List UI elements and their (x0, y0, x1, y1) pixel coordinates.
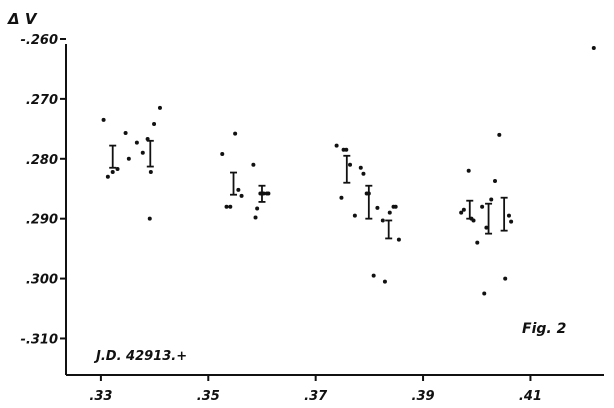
error-bar (385, 219, 393, 240)
data-point (140, 150, 145, 155)
error-bar (343, 154, 351, 184)
data-point (255, 206, 260, 211)
y-tick-label: .280 (26, 153, 58, 168)
tick-labels: -.260 .270 .280 .290 .300 -.310 .33 .35 .37 .39 .4… (21, 33, 542, 404)
data-point (371, 273, 376, 278)
data-point (105, 174, 110, 179)
y-tick-label: .300 (26, 273, 58, 288)
error-bars (109, 139, 508, 240)
data-point (126, 156, 131, 161)
data-point (134, 140, 139, 145)
data-point (145, 137, 150, 142)
data-point (471, 218, 476, 223)
jd-annotation: J.D. 42913.+ (93, 349, 187, 364)
data-point (253, 215, 258, 220)
data-point (475, 240, 480, 245)
y-tick-label: .290 (26, 213, 58, 228)
data-point (239, 193, 244, 198)
data-point (157, 105, 162, 110)
data-point (591, 45, 596, 50)
data-point (506, 213, 511, 218)
data-point (251, 162, 256, 167)
data-point (258, 191, 263, 196)
data-point (382, 279, 387, 284)
data-point (393, 204, 398, 209)
data-point (228, 204, 233, 209)
data-point (220, 151, 225, 156)
figure-label: Fig. 2 (522, 321, 566, 337)
data-point (366, 191, 371, 196)
x-tick-label: .39 (412, 389, 435, 404)
data-point (489, 197, 494, 202)
x-tick-label: .41 (519, 389, 542, 404)
data-point (339, 195, 344, 200)
data-point (233, 131, 238, 136)
data-point (123, 131, 128, 136)
y-axis-title: Δ V (7, 10, 38, 28)
data-point (148, 169, 153, 174)
data-point (480, 204, 485, 209)
data-point (497, 132, 502, 137)
data-point (493, 178, 498, 183)
data-point (224, 204, 229, 209)
data-point (380, 218, 385, 223)
error-bar (485, 202, 493, 235)
data-point (101, 117, 106, 122)
data-point (361, 171, 366, 176)
error-bar (230, 171, 238, 196)
data-point (344, 147, 349, 152)
data-point (387, 210, 392, 215)
error-bar (466, 199, 474, 220)
data-point (358, 165, 363, 170)
data-point (236, 187, 241, 192)
data-point (482, 291, 487, 296)
data-point (266, 191, 271, 196)
data-point (352, 213, 357, 218)
data-point (348, 162, 353, 167)
data-point (466, 168, 471, 173)
data-point (396, 237, 401, 242)
x-tick-label: .35 (197, 389, 220, 404)
data-point (459, 210, 464, 215)
data-point (147, 216, 152, 221)
y-tick-label: -.260 (21, 33, 58, 48)
data-point (110, 169, 115, 174)
error-bar (500, 196, 508, 232)
data-point (461, 207, 466, 212)
error-bar (146, 139, 154, 168)
data-point (334, 143, 339, 148)
error-bar (109, 144, 117, 169)
data-point (115, 166, 120, 171)
data-point (375, 205, 380, 210)
data-point (509, 219, 514, 224)
data-point (484, 225, 489, 230)
x-tick-label: .37 (304, 389, 328, 404)
y-tick-label: -.310 (21, 332, 58, 347)
data-point (261, 191, 266, 196)
ticks (60, 37, 532, 381)
data-point (152, 122, 157, 127)
y-tick-label: .270 (26, 93, 58, 108)
data-points (101, 45, 596, 296)
error-bar (365, 184, 373, 220)
data-point (503, 276, 508, 281)
x-tick-label: .33 (89, 389, 112, 404)
